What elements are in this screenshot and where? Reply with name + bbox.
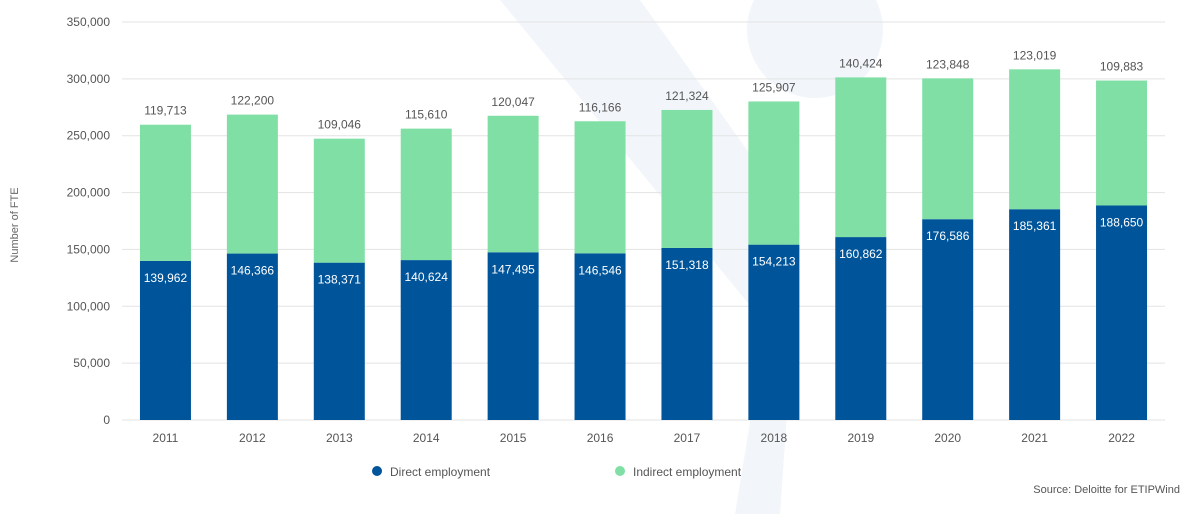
- direct-value-label: 185,361: [1013, 219, 1057, 233]
- x-tick-label: 2018: [761, 431, 788, 445]
- legend-label-indirect: Indirect employment: [633, 465, 742, 479]
- bar-indirect-2022: [1096, 80, 1148, 206]
- x-tick-label: 2019: [847, 431, 874, 445]
- direct-value-label: 147,495: [491, 262, 535, 276]
- x-tick-label: 2015: [500, 431, 527, 445]
- y-tick-label: 0: [103, 413, 110, 427]
- y-tick-label: 250,000: [67, 129, 111, 143]
- direct-value-label: 188,650: [1100, 215, 1144, 229]
- legend-marker-indirect: [615, 466, 625, 476]
- bar-direct-2022: [1096, 205, 1148, 420]
- legend-marker-direct: [372, 466, 382, 476]
- indirect-value-label: 140,424: [839, 56, 883, 70]
- legend-label-direct: Direct employment: [390, 465, 491, 479]
- bar-direct-2016: [574, 253, 626, 420]
- axes: 0 50,000 100,000 150,000 200,000 250,000 300,0…: [67, 15, 1136, 445]
- y-tick-label: 200,000: [67, 186, 111, 200]
- indirect-value-label: 116,166: [579, 100, 622, 114]
- indirect-value-label: 123,848: [926, 57, 970, 71]
- bar-direct-2017: [661, 247, 713, 420]
- y-tick-label: 50,000: [73, 356, 110, 370]
- indirect-value-label: 119,713: [144, 104, 187, 118]
- x-tick-label: 2014: [413, 431, 440, 445]
- indirect-value-label: 115,610: [405, 108, 448, 122]
- bar-direct-2012: [226, 253, 278, 420]
- direct-value-label: 146,366: [231, 264, 275, 278]
- bar-direct-2019: [835, 237, 887, 420]
- direct-value-label: 146,546: [578, 263, 622, 277]
- y-tick-label: 150,000: [67, 242, 111, 256]
- indirect-value-label: 122,200: [231, 94, 275, 108]
- direct-value-label: 138,371: [318, 273, 362, 287]
- x-tick-label: 2016: [587, 431, 614, 445]
- y-tick-label: 100,000: [67, 299, 111, 313]
- bar-indirect-2020: [922, 78, 974, 220]
- x-tick-label: 2020: [934, 431, 961, 445]
- direct-value-label: 154,213: [752, 255, 796, 269]
- indirect-value-label: 125,907: [752, 80, 796, 94]
- bar-indirect-2019: [835, 77, 887, 238]
- y-tick-label: 350,000: [67, 15, 111, 29]
- bar-direct-2014: [400, 260, 452, 420]
- data-labels: 139,962 119,713 146,366 122,200 138,371 109,0…: [144, 48, 1144, 286]
- bar-direct-2020: [922, 219, 974, 420]
- bar-indirect-2018: [748, 101, 800, 245]
- y-tick-label: 300,000: [67, 72, 111, 86]
- bar-indirect-2014: [400, 128, 452, 261]
- x-tick-label: 2017: [674, 431, 701, 445]
- bars: [139, 69, 1148, 420]
- x-tick-label: 2012: [239, 431, 266, 445]
- indirect-value-label: 120,047: [491, 95, 535, 109]
- bar-indirect-2016: [574, 121, 626, 254]
- direct-value-label: 176,586: [926, 229, 970, 243]
- bar-indirect-2017: [661, 109, 713, 248]
- direct-value-label: 151,318: [665, 258, 709, 272]
- bar-indirect-2012: [226, 114, 278, 254]
- x-tick-label: 2022: [1108, 431, 1135, 445]
- x-tick-label: 2021: [1021, 431, 1048, 445]
- indirect-value-label: 123,019: [1013, 48, 1057, 62]
- bar-direct-2011: [139, 260, 191, 420]
- bar-indirect-2011: [139, 124, 191, 261]
- x-tick-label: 2013: [326, 431, 353, 445]
- legend: Direct employment Indirect employment: [372, 465, 742, 479]
- bar-direct-2015: [487, 252, 539, 420]
- direct-value-label: 160,862: [839, 247, 883, 261]
- bar-indirect-2021: [1009, 69, 1061, 210]
- y-axis-title: Number of FTE: [9, 187, 21, 262]
- direct-value-label: 139,962: [144, 271, 188, 285]
- indirect-value-label: 121,324: [665, 89, 709, 103]
- gridlines: [122, 21, 1165, 421]
- bar-direct-2018: [748, 244, 800, 420]
- bar-direct-2013: [313, 262, 365, 420]
- bar-direct-2021: [1009, 209, 1061, 420]
- x-tick-label: 2011: [153, 431, 179, 445]
- direct-value-label: 140,624: [405, 270, 449, 284]
- indirect-value-label: 109,046: [318, 118, 362, 132]
- bar-indirect-2013: [313, 138, 365, 263]
- source-note: Source: Deloitte for ETIPWind: [1033, 484, 1180, 496]
- bar-indirect-2015: [487, 115, 539, 253]
- indirect-value-label: 109,883: [1100, 60, 1144, 74]
